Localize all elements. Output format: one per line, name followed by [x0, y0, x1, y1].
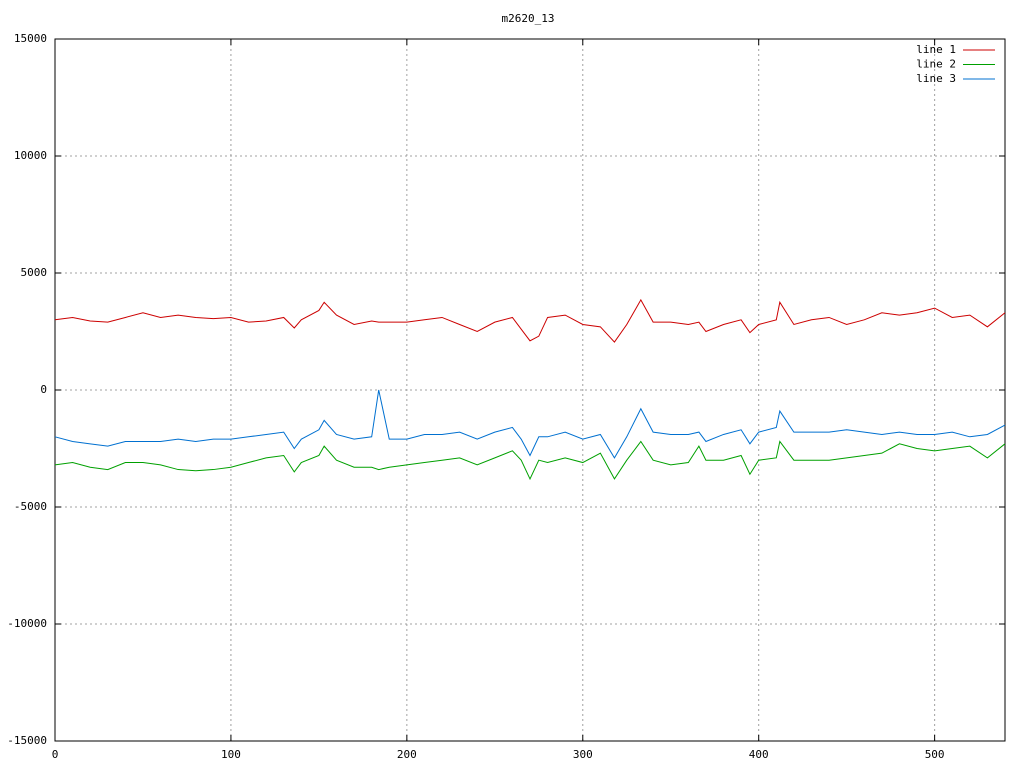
- y-tick-label: 10000: [14, 149, 47, 162]
- x-tick-label: 400: [749, 748, 769, 761]
- legend-label: line 3: [916, 72, 956, 85]
- x-tick-label: 200: [397, 748, 417, 761]
- y-tick-label: -15000: [7, 734, 47, 747]
- y-tick-label: 15000: [14, 32, 47, 45]
- data-line: [54, 440, 1006, 481]
- legend-label: line 1: [916, 43, 956, 56]
- data-line: [54, 389, 1006, 459]
- x-tick-label: 500: [925, 748, 945, 761]
- x-tick-label: 100: [221, 748, 241, 761]
- chart-title: m2620_13: [502, 12, 555, 25]
- y-tick-label: 5000: [21, 266, 48, 279]
- legend-label: line 2: [916, 58, 956, 71]
- y-tick-label: -10000: [7, 617, 47, 630]
- data-line: [54, 298, 1006, 343]
- y-tick-label: -5000: [14, 500, 47, 513]
- x-tick-label: 300: [573, 748, 593, 761]
- plot-frame: [54, 38, 1006, 742]
- x-tick-label: 0: [52, 748, 59, 761]
- y-tick-label: 0: [40, 383, 47, 396]
